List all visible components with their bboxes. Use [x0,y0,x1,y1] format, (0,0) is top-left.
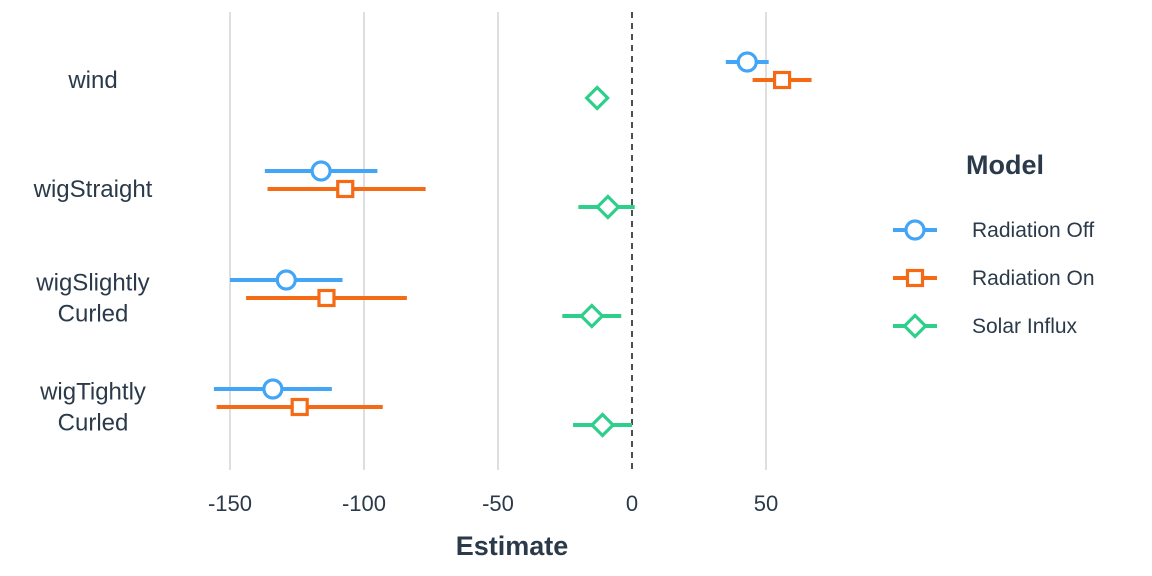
legend-key-marker [902,313,928,339]
category-label: wigSlightly [35,270,149,297]
legend-key-marker [905,268,925,288]
grid-layer [229,12,767,470]
point-estimate-marker [584,85,610,111]
legend-label: Radiation Off [972,219,1094,242]
category-label: wigTightly [39,379,146,406]
category-label: Curled [58,301,129,328]
category-labels: wind wigStraight wigSlightly Curled wigTight… [33,67,153,437]
legend-key-marker [904,219,926,241]
point-estimate-marker [772,70,792,90]
x-tick-label: 50 [754,491,778,516]
point-estimate-marker [262,378,284,400]
x-axis-title: Estimate [456,531,569,561]
point-estimate-marker [336,179,355,199]
category-label: Curled [58,410,129,437]
x-tick-labels: -150 -100 -50 0 50 [208,491,778,516]
point-estimate-marker [595,194,621,220]
point-estimate-marker [736,51,758,73]
x-tick-label: 0 [626,491,638,516]
category-label: wind [67,67,117,94]
point-estimate-marker [589,412,616,438]
marks-layer [213,51,812,438]
point-estimate-marker [579,303,605,329]
category-label: wigStraight [33,176,153,203]
point-estimate-marker [275,269,297,291]
x-tick-label: -50 [482,491,514,516]
legend-title: Model [966,150,1044,180]
x-tick-label: -150 [208,491,252,516]
legend: Model Radiation Off Radiation On Solar Inf… [893,150,1095,339]
legend-label: Solar Influx [972,315,1078,338]
legend-label: Radiation On [972,267,1095,290]
point-estimate-marker [310,160,332,182]
point-estimate-marker [317,288,336,308]
x-tick-label: -100 [342,491,386,516]
point-estimate-marker [290,397,309,417]
